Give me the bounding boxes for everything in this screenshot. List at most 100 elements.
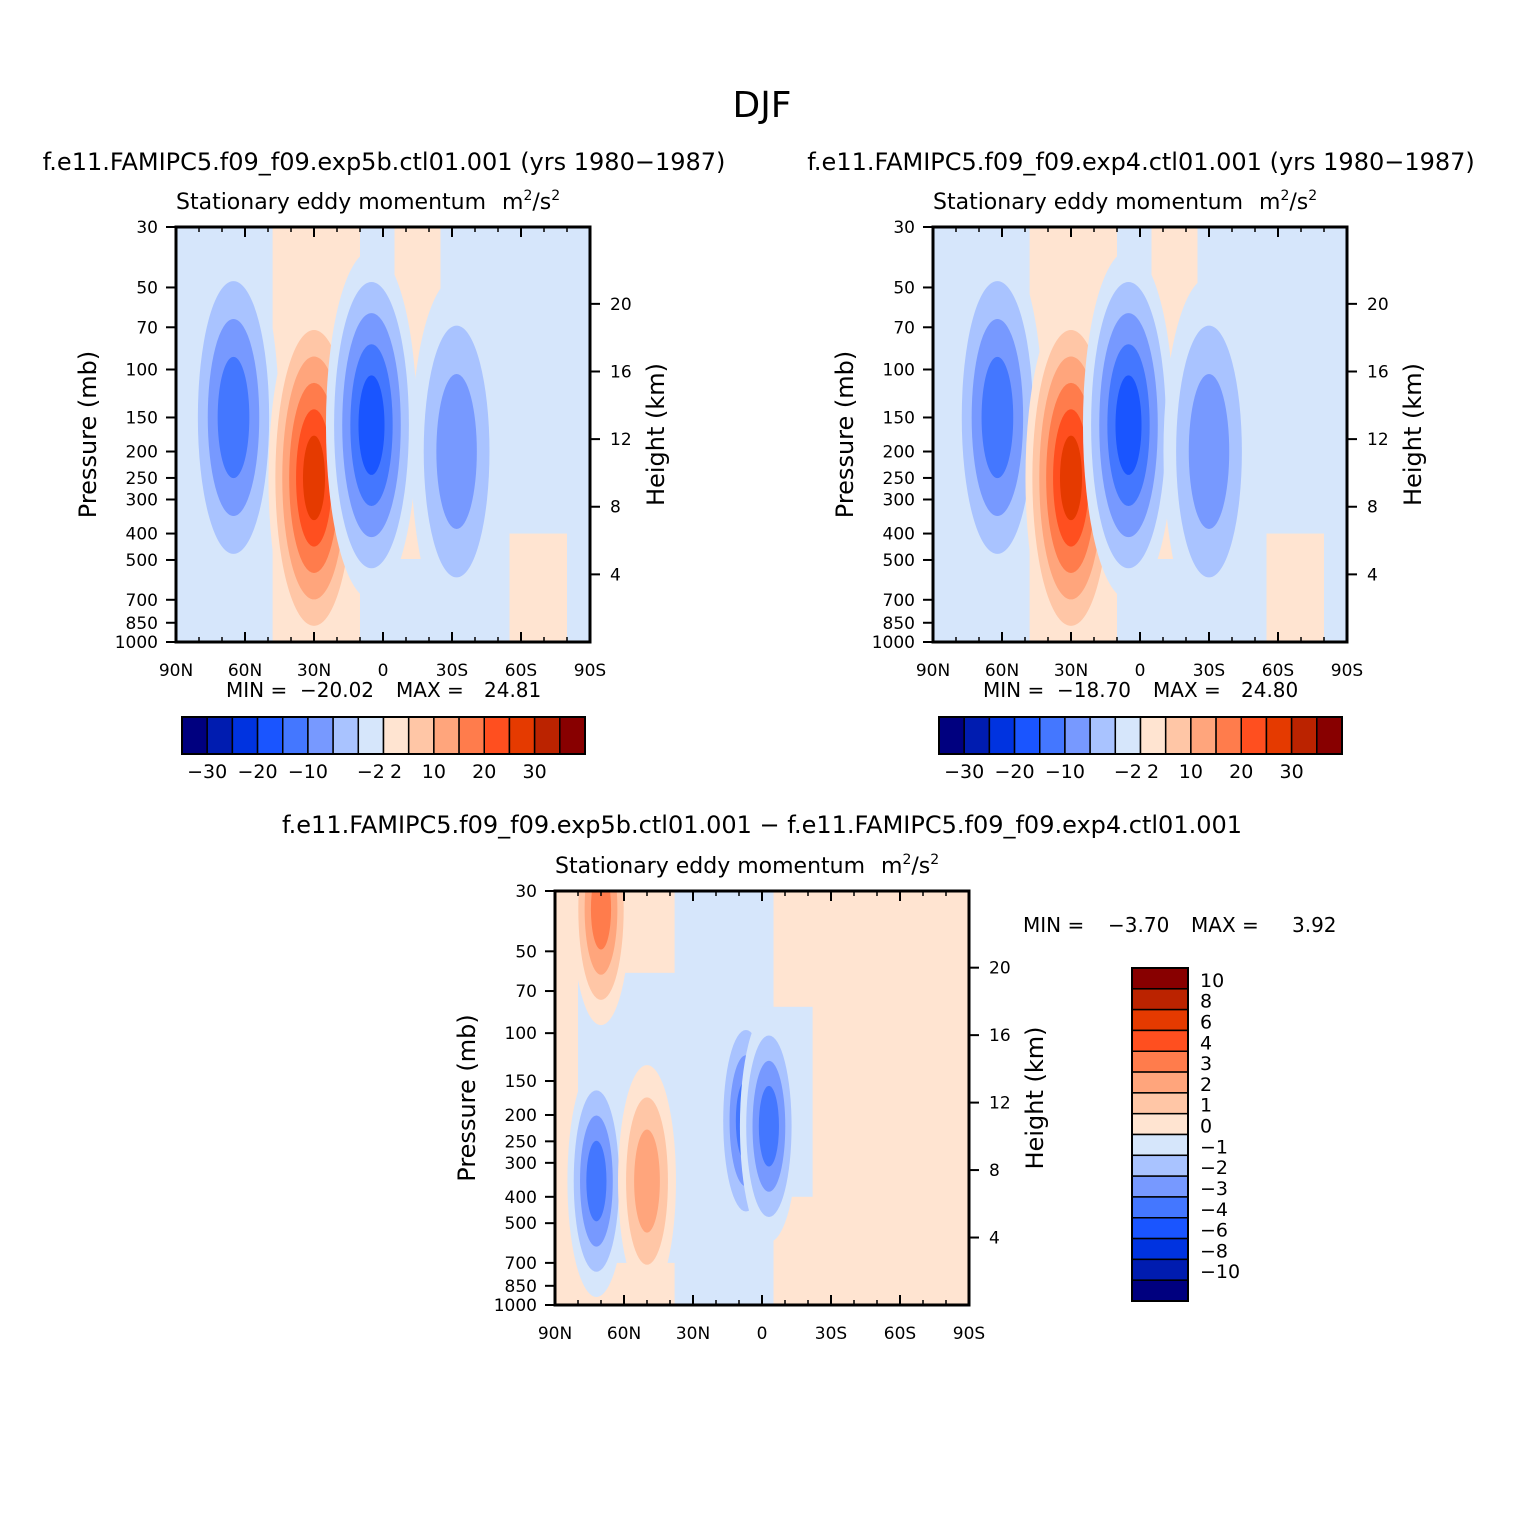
colorbar-box — [1131, 1112, 1189, 1136]
colorbar-box — [1131, 1008, 1189, 1032]
colorbar-box — [1131, 1071, 1189, 1094]
colorbar-tick-label: −10 — [1045, 761, 1085, 783]
colorbar-box — [963, 716, 991, 755]
colorbar-box — [1131, 1196, 1189, 1219]
y-axis-label: Pressure (mb) — [453, 1014, 481, 1181]
colorbar-box — [458, 716, 485, 755]
y-right-tick-label: 4 — [989, 1229, 1000, 1249]
colorbar-box — [407, 716, 435, 755]
contour-band — [981, 356, 1014, 479]
colorbar-tick-label: 3 — [1200, 1053, 1212, 1075]
colorbar-box — [1131, 1050, 1189, 1073]
y-tick-label: 500 — [883, 551, 915, 571]
y-tick-label: 70 — [893, 318, 915, 338]
x-tick-label: 60N — [985, 661, 1019, 681]
colorbar-box — [1131, 1237, 1189, 1261]
y-right-tick-label: 20 — [989, 959, 1011, 979]
y-tick-label: 100 — [883, 360, 915, 380]
x-tick-label: 0 — [378, 661, 389, 681]
min-value: −20.02 — [300, 678, 374, 702]
min-label: MIN = — [983, 678, 1044, 702]
colorbar-tick-label: 30 — [523, 761, 547, 783]
max-label: MAX = — [1153, 678, 1221, 702]
colorbar-box — [1139, 716, 1167, 755]
contour-band — [586, 1140, 607, 1222]
colorbar-box — [1131, 1279, 1189, 1302]
x-tick-label: 90S — [953, 1324, 985, 1344]
y-tick-label: 200 — [883, 443, 915, 463]
y-tick-label: 30 — [515, 882, 537, 902]
y-tick-label: 400 — [505, 1188, 537, 1208]
y-tick-label: 400 — [883, 525, 915, 545]
y-right-tick-label: 16 — [989, 1026, 1011, 1046]
plot-title-text: Stationary eddy momentum — [176, 190, 486, 215]
contour-band — [1188, 374, 1230, 529]
y-right-tick-label: 12 — [1367, 430, 1389, 450]
contour-field — [933, 227, 1347, 642]
plot-title-text: Stationary eddy momentum — [933, 190, 1243, 215]
colorbar-tick-label: −1 — [1200, 1136, 1228, 1158]
colorbar-box — [1131, 1092, 1189, 1115]
colorbar-box — [988, 716, 1016, 755]
y-right-tick-label: 12 — [989, 1094, 1011, 1114]
case-title: f.e11.FAMIPC5.f09_f09.exp5b.ctl01.001 (y… — [43, 148, 726, 176]
colorbar-box — [559, 716, 586, 755]
x-tick-label: 90N — [159, 661, 193, 681]
colorbar-tick-label: 10 — [1200, 970, 1224, 992]
y-right-tick-label: 16 — [1367, 362, 1389, 382]
colorbar-box — [1064, 716, 1091, 755]
y-tick-label: 850 — [505, 1277, 537, 1297]
y-tick-label: 30 — [893, 218, 915, 238]
x-tick-label: 0 — [1135, 661, 1146, 681]
y-right-tick-label: 8 — [1367, 498, 1378, 518]
colorbar-box — [282, 716, 309, 755]
colorbar-box — [483, 716, 511, 755]
y-right-tick-label: 20 — [1367, 295, 1389, 315]
y-tick-label: 300 — [126, 491, 158, 511]
colorbar-box — [1013, 716, 1041, 755]
colorbar-box — [433, 716, 460, 755]
field-band — [509, 533, 567, 642]
colorbar-box — [1316, 716, 1343, 755]
y-right-tick-label: 8 — [989, 1161, 1000, 1181]
max-label: MAX = — [1191, 913, 1259, 937]
y-tick-label: 30 — [136, 218, 158, 238]
colorbar-box — [938, 716, 965, 755]
colorbar-box — [1290, 716, 1318, 755]
colorbar-frame — [181, 716, 586, 755]
x-tick-label: 90N — [538, 1324, 572, 1344]
colorbar-box — [1240, 716, 1268, 755]
y-tick-label: 1000 — [872, 633, 915, 653]
case-title: f.e11.FAMIPC5.f09_f09.exp4.ctl01.001 (yr… — [807, 148, 1475, 176]
panel-1: f.e11.FAMIPC5.f09_f09.exp5b.ctl01.001 (y… — [43, 148, 726, 783]
y-tick-label: 850 — [883, 614, 915, 634]
y-axis-label-right: Height (km) — [1021, 1027, 1049, 1170]
colorbar-box — [1114, 716, 1142, 755]
colorbar-box — [1131, 1154, 1189, 1177]
max-value: 24.80 — [1241, 678, 1298, 702]
colorbar-box — [1265, 716, 1293, 755]
colorbar-box — [181, 716, 208, 755]
panel-2: f.e11.FAMIPC5.f09_f09.exp4.ctl01.001 (yr… — [807, 148, 1475, 783]
y-tick-label: 700 — [126, 591, 158, 611]
contour-band — [217, 356, 250, 479]
y-tick-label: 70 — [515, 982, 537, 1002]
field-band — [1266, 533, 1324, 642]
units-exp2: 2 — [930, 852, 939, 868]
units-mid: /s — [1289, 190, 1308, 215]
units-exp: 2 — [523, 188, 532, 204]
plot-title: Stationary eddy momentum m2/s2 — [176, 188, 560, 215]
y-tick-label: 150 — [126, 408, 158, 428]
contour-band — [358, 375, 385, 475]
y-tick-label: 250 — [883, 469, 915, 489]
plot-title-text: Stationary eddy momentum — [555, 854, 865, 879]
y-tick-label: 500 — [505, 1214, 537, 1234]
colorbar-box — [508, 716, 536, 755]
colorbar-box — [1131, 967, 1189, 990]
units-exp: 2 — [1280, 188, 1289, 204]
min-value: −3.70 — [1108, 913, 1169, 937]
colorbar-box — [533, 716, 561, 755]
y-tick-label: 150 — [883, 408, 915, 428]
y-tick-label: 700 — [883, 591, 915, 611]
colorbar-tick-label: 10 — [1179, 761, 1203, 783]
